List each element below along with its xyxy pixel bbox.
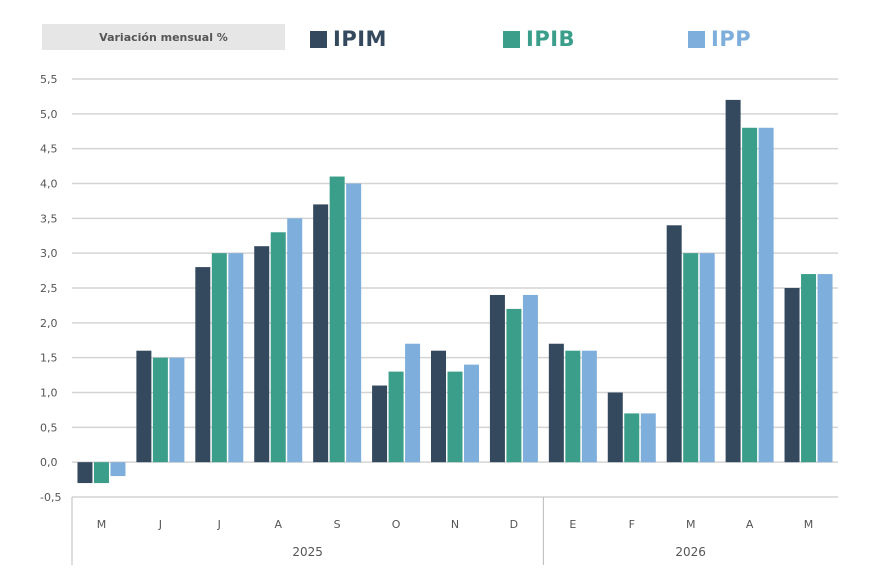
bar-ipp (581, 350, 597, 463)
year-label: 2025 (292, 545, 323, 559)
legend-swatch-ipib (503, 30, 520, 48)
bar-ipp (464, 364, 479, 463)
legend-label-ipp: IPP (711, 27, 752, 51)
legend-item-ipim: IPIM (310, 25, 387, 53)
bar-ipp (817, 274, 833, 463)
y-tick-label: 0,5 (40, 421, 58, 434)
bar-ipib (506, 308, 522, 463)
bar-ipp (169, 357, 185, 463)
y-tick-label: 4,5 (40, 143, 58, 156)
bar-ipim (372, 385, 388, 463)
legend-item-ipib: IPIB (503, 25, 575, 53)
x-tick-label: S (334, 518, 341, 531)
bar-ipib (801, 274, 817, 463)
bar-ipp (405, 343, 421, 463)
bar-ipim (607, 392, 623, 463)
bar-ipib (270, 232, 286, 463)
y-tick-label: 2,5 (40, 282, 58, 295)
bar-ipp (346, 183, 362, 463)
legend-swatch-ipim (310, 30, 327, 48)
bar-ipib (329, 176, 345, 463)
bar-ipim (725, 99, 741, 463)
bar-ipp (758, 127, 774, 463)
bar-ipib (211, 253, 227, 463)
bar-ipib (742, 127, 758, 463)
bar-ipim (489, 294, 505, 463)
bar-ipim (666, 225, 682, 463)
y-tick-label: 3,5 (40, 212, 58, 225)
x-tick-label: A (274, 518, 282, 531)
bar-ipib (624, 413, 640, 463)
bar-ipp (522, 294, 538, 463)
bar-ipp (228, 253, 244, 463)
x-tick-label: M (804, 518, 814, 531)
x-tick-label: A (746, 518, 754, 531)
bar-ipim (136, 350, 152, 463)
y-tick-label: 4,0 (40, 178, 58, 191)
bar-ipim (254, 246, 270, 463)
y-tick-label: 3,0 (40, 247, 58, 260)
legend-label-ipim: IPIM (333, 27, 387, 51)
bar-ipim (313, 204, 329, 463)
y-tick-label: 5,0 (40, 108, 58, 121)
chart-subtitle-badge: Variación mensual % (42, 24, 285, 50)
bar-ipib (683, 253, 699, 463)
x-tick-label: E (569, 518, 576, 531)
bar-ipim (784, 288, 800, 463)
y-tick-label: -0,5 (40, 491, 61, 504)
bar-ipim (548, 343, 564, 463)
bar-ipib (93, 462, 109, 484)
y-tick-label: 1,5 (40, 352, 58, 365)
legend-item-ipp: IPP (688, 25, 751, 53)
bar-ipib (565, 350, 581, 463)
y-tick-label: 0,0 (40, 456, 58, 469)
bar-ipim (195, 267, 211, 463)
x-tick-label: M (686, 518, 696, 531)
bar-ipp (110, 462, 126, 477)
year-label: 2026 (675, 545, 706, 559)
x-tick-label: F (629, 518, 635, 531)
bar-ipim (77, 462, 93, 484)
x-tick-label: J (217, 518, 221, 531)
x-tick-label: D (510, 518, 518, 531)
bar-ipp (640, 413, 656, 463)
legend-label-ipib: IPIB (526, 27, 576, 51)
y-tick-label: 2,0 (40, 317, 58, 330)
y-tick-label: 5,5 (40, 73, 58, 86)
bar-ipib (388, 371, 404, 463)
x-tick-label: N (451, 518, 459, 531)
x-tick-label: J (158, 518, 162, 531)
bar-ipib (447, 371, 463, 463)
bar-ipp (287, 218, 303, 463)
legend-swatch-ipp (688, 30, 705, 48)
bar-ipib (152, 357, 168, 463)
bar-ipp (699, 253, 715, 463)
x-tick-label: O (392, 518, 401, 531)
bar-ipim (431, 350, 446, 463)
y-tick-label: 1,0 (40, 387, 58, 400)
x-tick-label: M (97, 518, 107, 531)
